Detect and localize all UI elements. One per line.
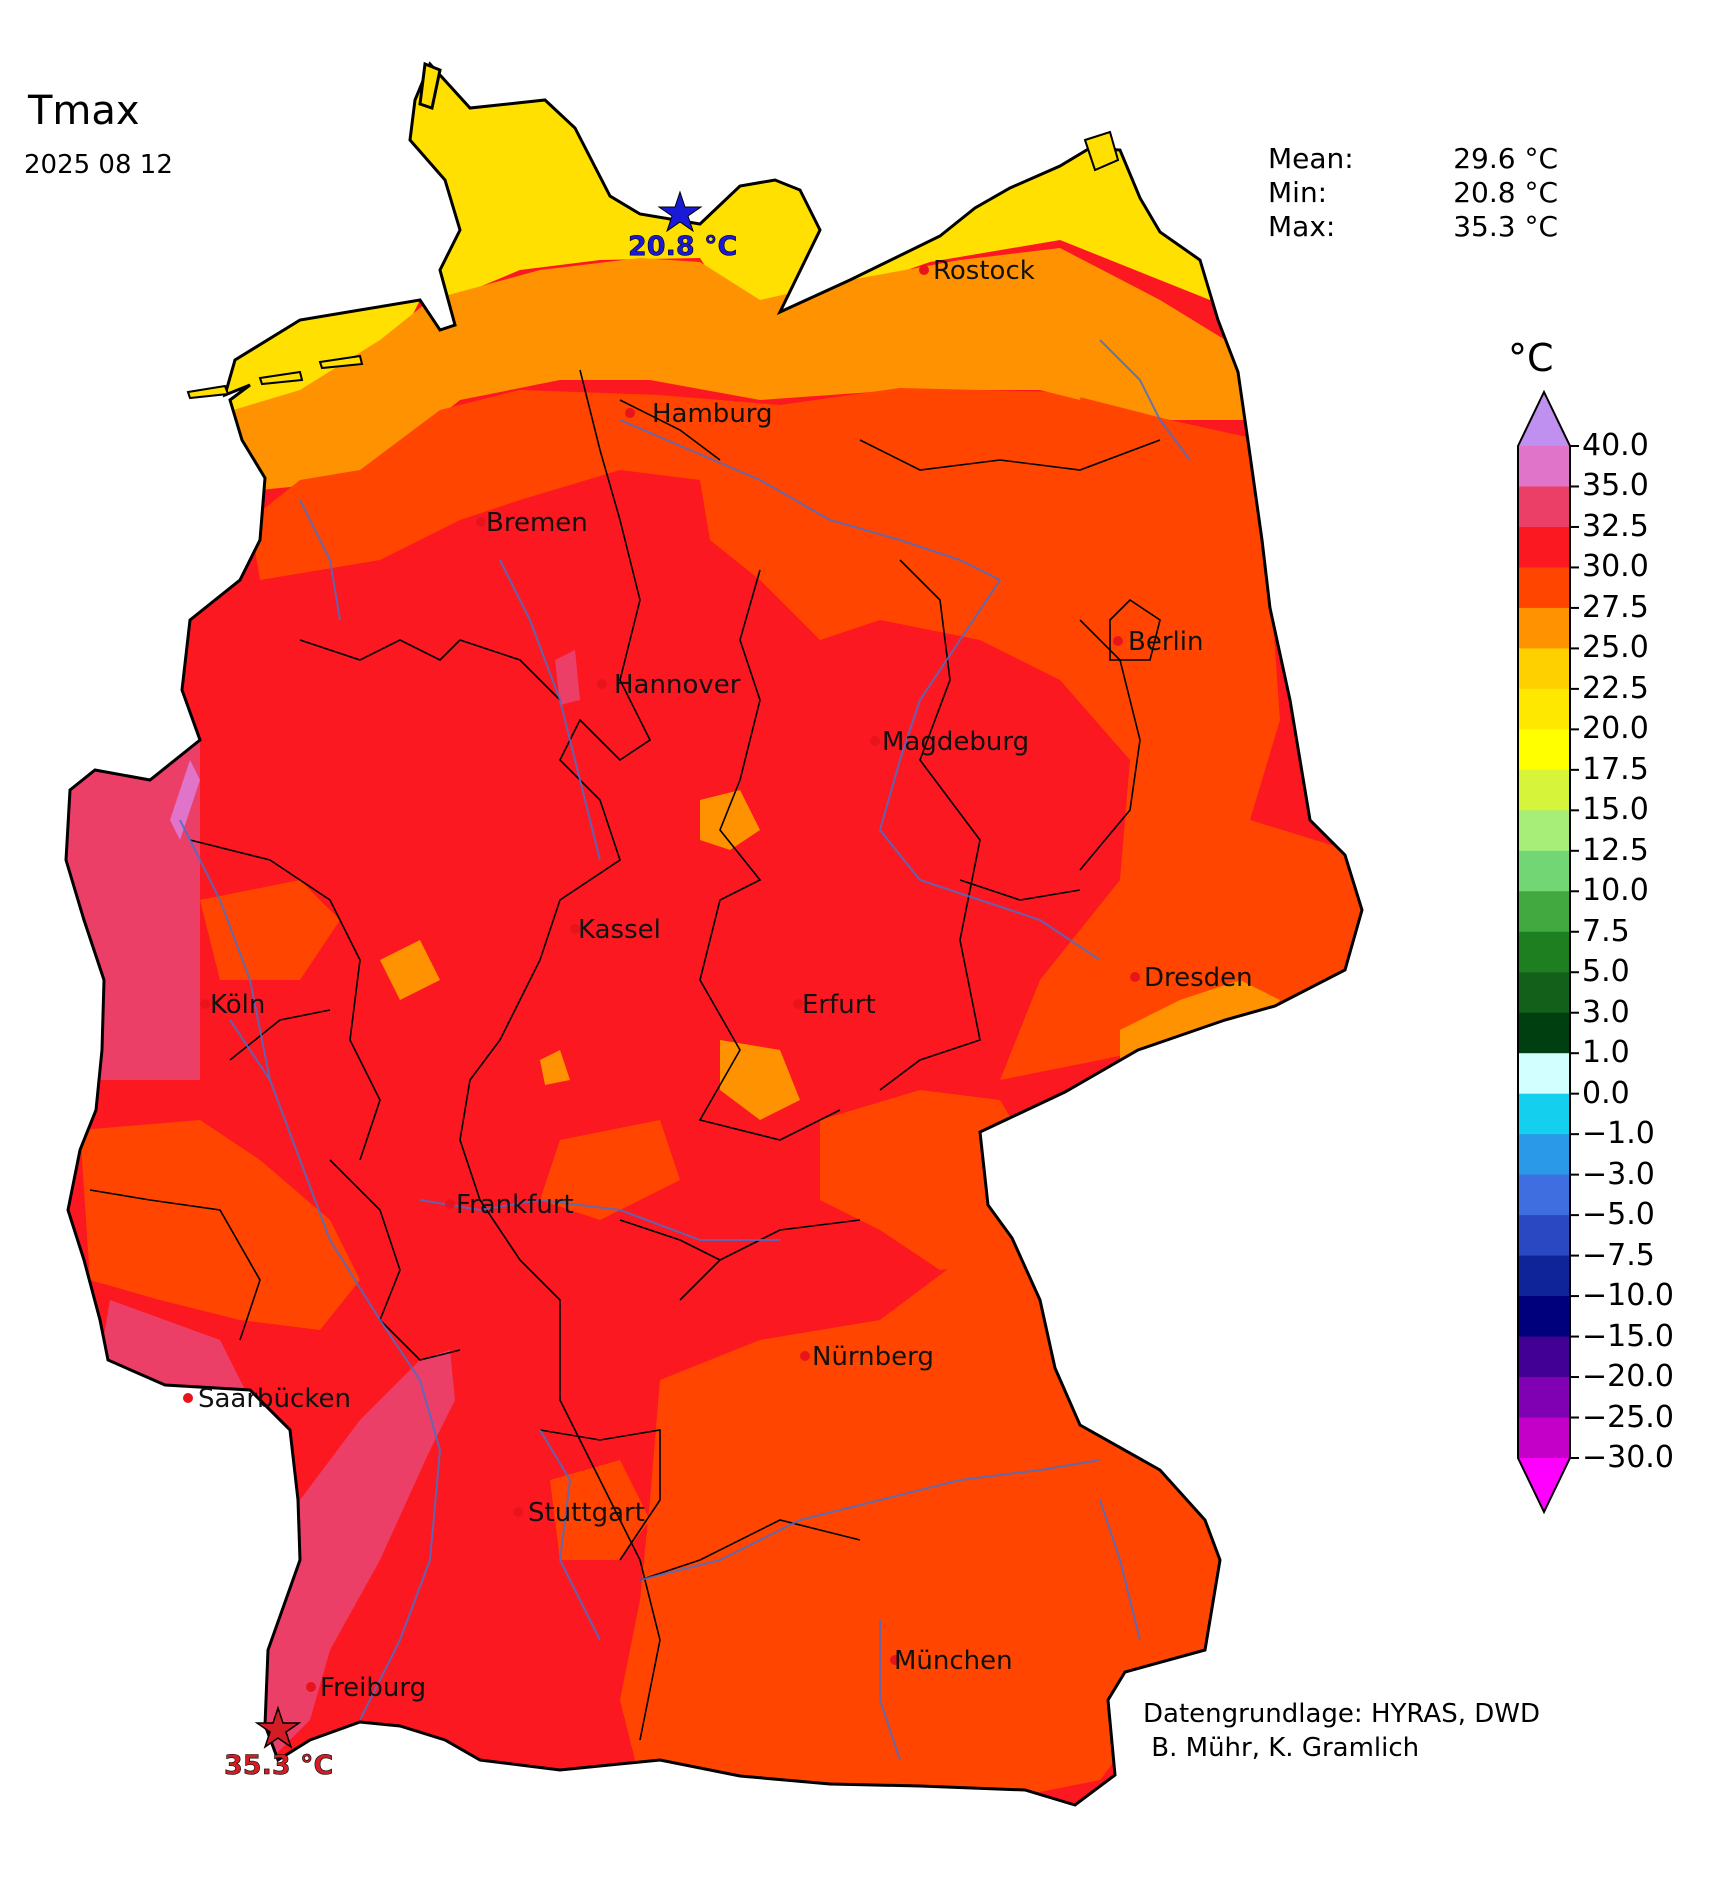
colorbar-segment: [1518, 1174, 1570, 1216]
colorbar-tick-label: 22.5: [1582, 670, 1649, 706]
colorbar-tick-label: 10.0: [1582, 873, 1649, 909]
colorbar-tick-label: −25.0: [1582, 1399, 1674, 1435]
stat-max: Max: 35.3 °C: [1268, 210, 1558, 244]
colorbar-segment: [1518, 648, 1570, 690]
colorbar-tick-label: 3.0: [1582, 994, 1630, 1030]
stat-min: Min: 20.8 °C: [1268, 176, 1558, 210]
colorbar-tick-label: −15.0: [1582, 1318, 1674, 1354]
colorbar-segment: [1518, 891, 1570, 933]
city-label-dresden: Dresden: [1144, 963, 1253, 993]
colorbar-segment: [1518, 526, 1570, 569]
stat-value: 29.6 °C: [1453, 142, 1558, 175]
stat-label: Min:: [1268, 176, 1328, 209]
colorbar-tick-label: 5.0: [1582, 954, 1630, 990]
colorbar-segment: [1518, 446, 1570, 488]
stat-label: Max:: [1268, 210, 1336, 243]
city-label-rostock: Rostock: [933, 256, 1035, 286]
colorbar-segment: [1518, 1012, 1570, 1054]
max-marker-label: 35.3 °C: [224, 1750, 333, 1781]
stat-mean: Mean: 29.6 °C: [1268, 142, 1558, 176]
colorbar-arrow-bottom: [1518, 1458, 1570, 1512]
colorbar-tick-label: −7.5: [1582, 1237, 1655, 1273]
max-marker: 35.3 °C: [224, 1705, 334, 1781]
colorbar-segment: [1518, 729, 1570, 771]
colorbar-tick-label: −20.0: [1582, 1359, 1674, 1395]
colorbar-tick-label: −1.0: [1582, 1116, 1655, 1152]
data-credit: Datengrundlage: HYRAS, DWD B. Mühr, K. G…: [1143, 1697, 1540, 1765]
colorbar-tick-label: 15.0: [1582, 792, 1649, 828]
city-label-hamburg: Hamburg: [652, 399, 773, 429]
city-label-nuernberg: Nürnberg: [812, 1342, 934, 1372]
min-marker: 20.8 °C: [628, 190, 738, 262]
colorbar-tick-label: 32.5: [1582, 508, 1649, 544]
colorbar-segment: [1518, 607, 1570, 649]
city-label-stuttgart: Stuttgart: [528, 1498, 645, 1528]
map-date: 2025 08 12: [24, 150, 173, 180]
colorbar-tick-label: 0.0: [1582, 1075, 1630, 1111]
colorbar-segment: [1518, 1336, 1570, 1378]
city-label-magdeburg: Magdeburg: [882, 727, 1029, 757]
colorbar-tick-label: 40.0: [1582, 428, 1649, 463]
colorbar-segment: [1518, 1255, 1570, 1297]
city-label-muenchen: München: [894, 1646, 1013, 1676]
colorbar-segment: [1518, 688, 1570, 730]
colorbar-tick-label: 7.5: [1582, 913, 1630, 949]
city-label-frankfurt: Frankfurt: [456, 1190, 574, 1220]
colorbar-tick-label: 30.0: [1582, 549, 1649, 585]
colorbar-tick-label: 12.5: [1582, 832, 1649, 868]
colorbar-tick-label: 1.0: [1582, 1035, 1630, 1071]
credit-line-1: Datengrundlage: HYRAS, DWD: [1143, 1699, 1540, 1729]
colorbar-segment: [1518, 1215, 1570, 1257]
city-label-hannover: Hannover: [614, 670, 741, 700]
colorbar-tick-label: −3.0: [1582, 1156, 1655, 1192]
colorbar-tick-label: 17.5: [1582, 751, 1649, 787]
colorbar-tick-label: −5.0: [1582, 1197, 1655, 1233]
colorbar-tick-label: 35.0: [1582, 468, 1649, 504]
colorbar-segment: [1518, 850, 1570, 892]
colorbar-unit: °C: [1508, 336, 1554, 380]
colorbar-segment: [1518, 1417, 1570, 1459]
colorbar-tick-label: −30.0: [1582, 1440, 1674, 1475]
colorbar-segment: [1518, 1134, 1570, 1176]
colorbar-segment: [1518, 1296, 1570, 1338]
stat-value: 20.8 °C: [1453, 176, 1558, 209]
stats-panel: Mean: 29.6 °C Min: 20.8 °C Max: 35.3 °C: [1268, 142, 1558, 244]
city-label-freiburg: Freiburg: [320, 1673, 426, 1703]
colorbar-tick-label: 20.0: [1582, 711, 1649, 747]
stat-value: 35.3 °C: [1453, 210, 1558, 243]
credit-line-2: B. Mühr, K. Gramlich: [1143, 1733, 1420, 1763]
map-title: Tmax: [28, 88, 140, 134]
city-label-saarbuecken: Saarbücken: [198, 1384, 351, 1414]
colorbar-segment: [1518, 1053, 1570, 1095]
colorbar-tick-label: −10.0: [1582, 1278, 1674, 1314]
min-marker-label: 20.8 °C: [628, 231, 737, 262]
colorbar-arrow-top: [1518, 392, 1570, 446]
city-label-kassel: Kassel: [578, 915, 661, 945]
colorbar-segment: [1518, 931, 1570, 973]
colorbar-segment: [1518, 1377, 1570, 1419]
colorbar-segment: [1518, 486, 1570, 528]
colorbar-segment: [1518, 567, 1570, 609]
city-label-erfurt: Erfurt: [802, 990, 876, 1020]
city-label-bremen: Bremen: [486, 508, 588, 538]
city-label-berlin: Berlin: [1128, 627, 1203, 657]
stat-label: Mean:: [1268, 142, 1354, 175]
colorbar-tick-label: 27.5: [1582, 589, 1649, 625]
colorbar-segment: [1518, 1093, 1570, 1135]
city-label-koeln: Köln: [210, 990, 265, 1020]
colorbar-segment: [1518, 972, 1570, 1014]
colorbar-segment: [1518, 810, 1570, 852]
colorbar-segment: [1518, 769, 1570, 811]
colorbar-tick-label: 25.0: [1582, 630, 1649, 666]
